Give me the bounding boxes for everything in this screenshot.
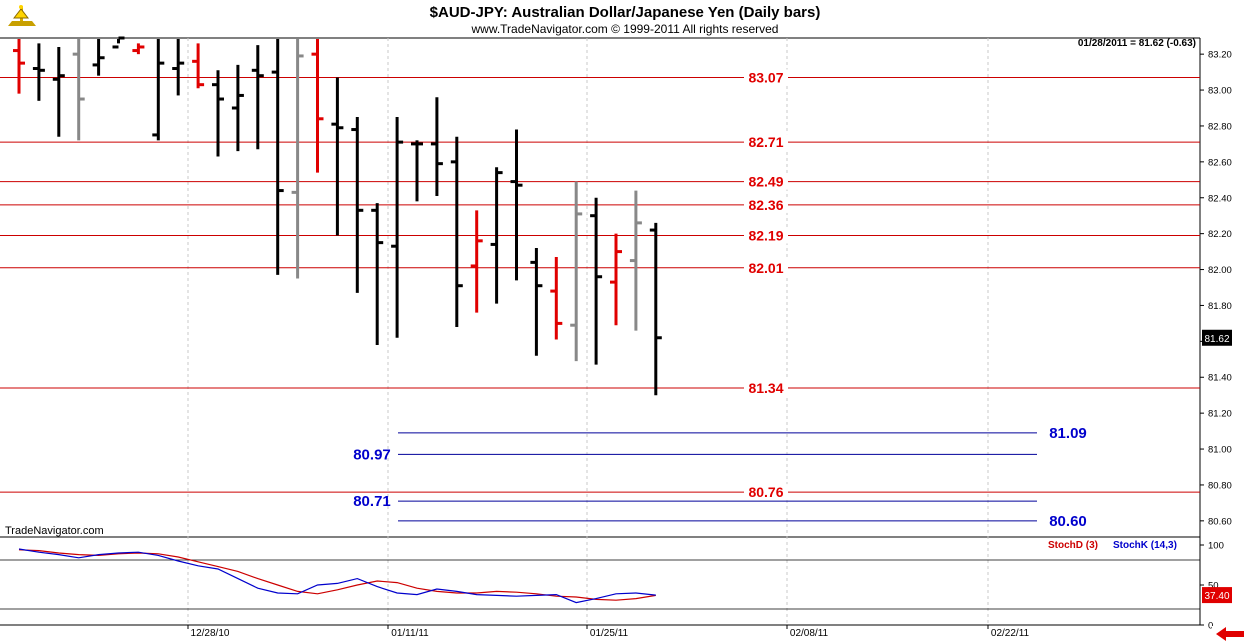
y-tick-label: 82.80	[1208, 121, 1232, 132]
price-bar	[450, 136, 463, 327]
level-label: 82.19	[748, 227, 783, 243]
level-label: 81.34	[748, 380, 783, 396]
level-label: 83.07	[748, 69, 783, 85]
level-label: 82.71	[748, 134, 783, 150]
price-bar	[311, 39, 324, 173]
y-tick-label: 81.00	[1208, 445, 1232, 456]
y-tick-label: 82.00	[1208, 265, 1232, 276]
price-panel-frame	[0, 37, 1201, 625]
price-bar	[13, 39, 25, 94]
level-label: 80.76	[748, 484, 783, 500]
trade-navigator-logo-icon[interactable]	[8, 5, 36, 26]
legend-stoch-k: StochK (14,3)	[1113, 540, 1177, 551]
y-tick-label: 83.00	[1208, 86, 1232, 97]
x-tick-label: 01/25/11	[590, 628, 629, 639]
price-bar	[470, 210, 483, 313]
price-bar	[212, 70, 224, 157]
price-bar	[172, 39, 185, 96]
price-bar	[52, 46, 65, 137]
current-stoch-label: 37.40	[1204, 591, 1229, 602]
y-tick-label: 80.60	[1208, 516, 1232, 527]
watermark: TradeNavigator.com	[5, 525, 104, 537]
price-bar	[351, 116, 364, 293]
chart-subtitle: www.TradeNavigator.com © 1999-2011 All r…	[471, 22, 779, 36]
price-bar	[550, 256, 563, 340]
price-bar	[510, 129, 523, 281]
level-label: 82.01	[748, 260, 783, 276]
price-bar	[331, 77, 344, 236]
price-levels: 83.07 82.71 82.49 82.36 82.19 82.01 81.34 80.76…	[0, 69, 1200, 530]
level-label: 80.97	[353, 446, 391, 463]
stoch-series-line	[18, 548, 656, 604]
price-bar	[490, 167, 503, 304]
stochastic-panel: 100 50 0 StochD (3) StochK (14,3) 37.40	[0, 540, 1232, 632]
price-axis[interactable]: 83.20 83.00 82.80 82.60 82.40 82.20 82.00 81.80…	[1200, 50, 1232, 528]
price-bar	[371, 203, 384, 345]
x-tick-label: 02/22/11	[991, 628, 1030, 639]
price-bar	[112, 36, 125, 49]
y-tick-label: 81.20	[1208, 409, 1232, 420]
price-bar	[132, 43, 145, 55]
price-bar	[291, 39, 304, 279]
price-bar	[629, 190, 642, 331]
price-bar	[610, 233, 622, 326]
price-bar	[92, 39, 105, 76]
price-bar	[251, 45, 264, 150]
y-tick-label: 81.40	[1208, 373, 1232, 384]
scroll-left-arrow-icon[interactable]	[1212, 626, 1248, 642]
y-tick-label: 82.40	[1208, 193, 1232, 204]
stoch-y-tick-label: 100	[1208, 541, 1224, 552]
price-bar	[192, 43, 205, 89]
price-bar	[530, 248, 543, 356]
y-tick-label: 81.80	[1208, 301, 1232, 312]
y-tick-label: 80.80	[1208, 480, 1232, 491]
price-bar	[430, 97, 443, 196]
price-bar	[271, 39, 284, 275]
x-tick-label: 02/08/11	[790, 628, 829, 639]
level-label: 82.36	[748, 197, 783, 213]
date-axis[interactable]: 12/28/10 01/11/11 01/25/11 02/08/11 02/22/11	[0, 624, 1200, 639]
level-label: 80.60	[1049, 513, 1087, 530]
price-bar	[649, 222, 662, 396]
level-label: 80.71	[353, 493, 391, 510]
price-bars	[13, 36, 662, 396]
y-tick-label: 82.20	[1208, 229, 1232, 240]
price-bar	[570, 181, 583, 362]
stoch-y-tick-label: 0	[1208, 621, 1213, 632]
legend-stoch-d: StochD (3)	[1048, 540, 1098, 551]
price-bar	[411, 140, 423, 202]
price-bar	[231, 64, 244, 152]
current-stoch-box	[1202, 587, 1232, 604]
price-bar	[32, 43, 45, 101]
y-tick-label: 82.60	[1208, 157, 1232, 168]
stoch-y-tick-label: 50	[1208, 581, 1219, 592]
level-label: 82.49	[748, 174, 783, 190]
price-bar	[72, 39, 85, 141]
current-price-label: 81.62	[1204, 334, 1229, 345]
chart-title: $AUD-JPY: Australian Dollar/Japanese Yen…	[430, 4, 821, 21]
x-tick-label: 01/11/11	[391, 628, 429, 639]
level-label: 81.09	[1049, 425, 1087, 442]
last-value-readout: 01/28/2011 = 81.62 (-0.63)	[1078, 38, 1196, 49]
y-tick-label: 83.20	[1208, 50, 1232, 61]
price-bar	[590, 197, 603, 365]
current-price-box	[1202, 329, 1232, 346]
price-bar	[152, 39, 165, 141]
price-bar	[391, 116, 404, 338]
x-tick-label: 12/28/10	[191, 628, 230, 639]
